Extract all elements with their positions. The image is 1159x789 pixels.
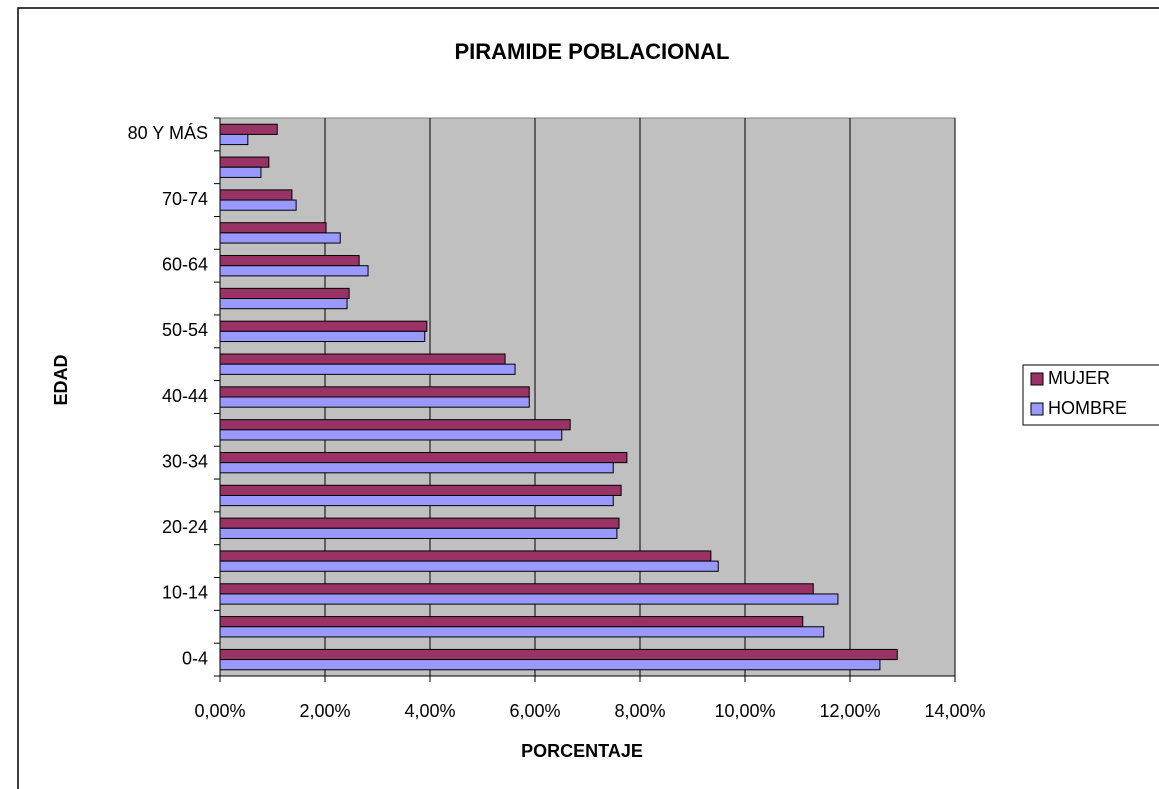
x-tick-label: 4,00% xyxy=(404,701,455,721)
y-tick-label: 10-14 xyxy=(162,583,208,603)
y-tick-label: 0-4 xyxy=(182,648,208,668)
bar xyxy=(219,199,297,211)
bar xyxy=(219,527,618,539)
y-tick-label: 50-54 xyxy=(162,320,208,340)
x-tick-label: 2,00% xyxy=(299,701,350,721)
legend-label: MUJER xyxy=(1048,368,1110,388)
bar xyxy=(219,156,270,168)
x-tick-label: 0,00% xyxy=(194,701,245,721)
bar xyxy=(219,593,839,605)
bar xyxy=(219,386,530,398)
x-tick-label: 12,00% xyxy=(819,701,880,721)
bar xyxy=(219,353,506,365)
legend-label: HOMBRE xyxy=(1048,398,1127,418)
bar xyxy=(219,222,327,234)
bar xyxy=(219,494,614,507)
x-tick-label: 10,00% xyxy=(714,701,775,721)
y-axis-label: EDAD xyxy=(51,354,71,405)
legend-swatch xyxy=(1030,372,1044,386)
bar xyxy=(219,583,814,595)
bar xyxy=(219,616,804,628)
bar xyxy=(219,232,341,244)
bar xyxy=(219,484,622,496)
y-tick-label: 80 Y MÁS xyxy=(128,123,208,143)
bar xyxy=(219,255,360,267)
bar xyxy=(219,419,571,431)
legend-box xyxy=(1022,364,1159,426)
y-tick-label: 60-64 xyxy=(162,254,208,274)
bar xyxy=(219,517,620,529)
y-tick-label: 40-44 xyxy=(162,386,208,406)
bar xyxy=(219,396,530,408)
bar xyxy=(219,123,278,135)
bar xyxy=(219,330,426,343)
chart-title: PIRAMIDE POBLACIONAL xyxy=(455,39,730,64)
bar xyxy=(219,265,369,277)
y-tick-label: 30-34 xyxy=(162,451,208,471)
bar xyxy=(219,648,898,661)
bar xyxy=(219,560,719,572)
bar xyxy=(219,363,516,375)
x-tick-label: 8,00% xyxy=(614,701,665,721)
bar xyxy=(219,550,712,562)
bar xyxy=(219,166,262,178)
bar xyxy=(219,189,293,201)
x-tick-label: 14,00% xyxy=(924,701,985,721)
bar xyxy=(219,451,628,464)
bar xyxy=(219,320,428,332)
bar xyxy=(219,429,563,441)
bar xyxy=(219,298,348,310)
x-tick-label: 6,00% xyxy=(509,701,560,721)
x-axis-label: PORCENTAJE xyxy=(521,741,643,761)
bar xyxy=(219,287,350,300)
bar xyxy=(219,462,614,474)
bar xyxy=(219,659,881,671)
bar xyxy=(219,133,249,146)
bar xyxy=(219,626,825,638)
y-tick-label: 70-74 xyxy=(162,189,208,209)
y-tick-label: 20-24 xyxy=(162,517,208,537)
legend-swatch xyxy=(1030,402,1044,416)
